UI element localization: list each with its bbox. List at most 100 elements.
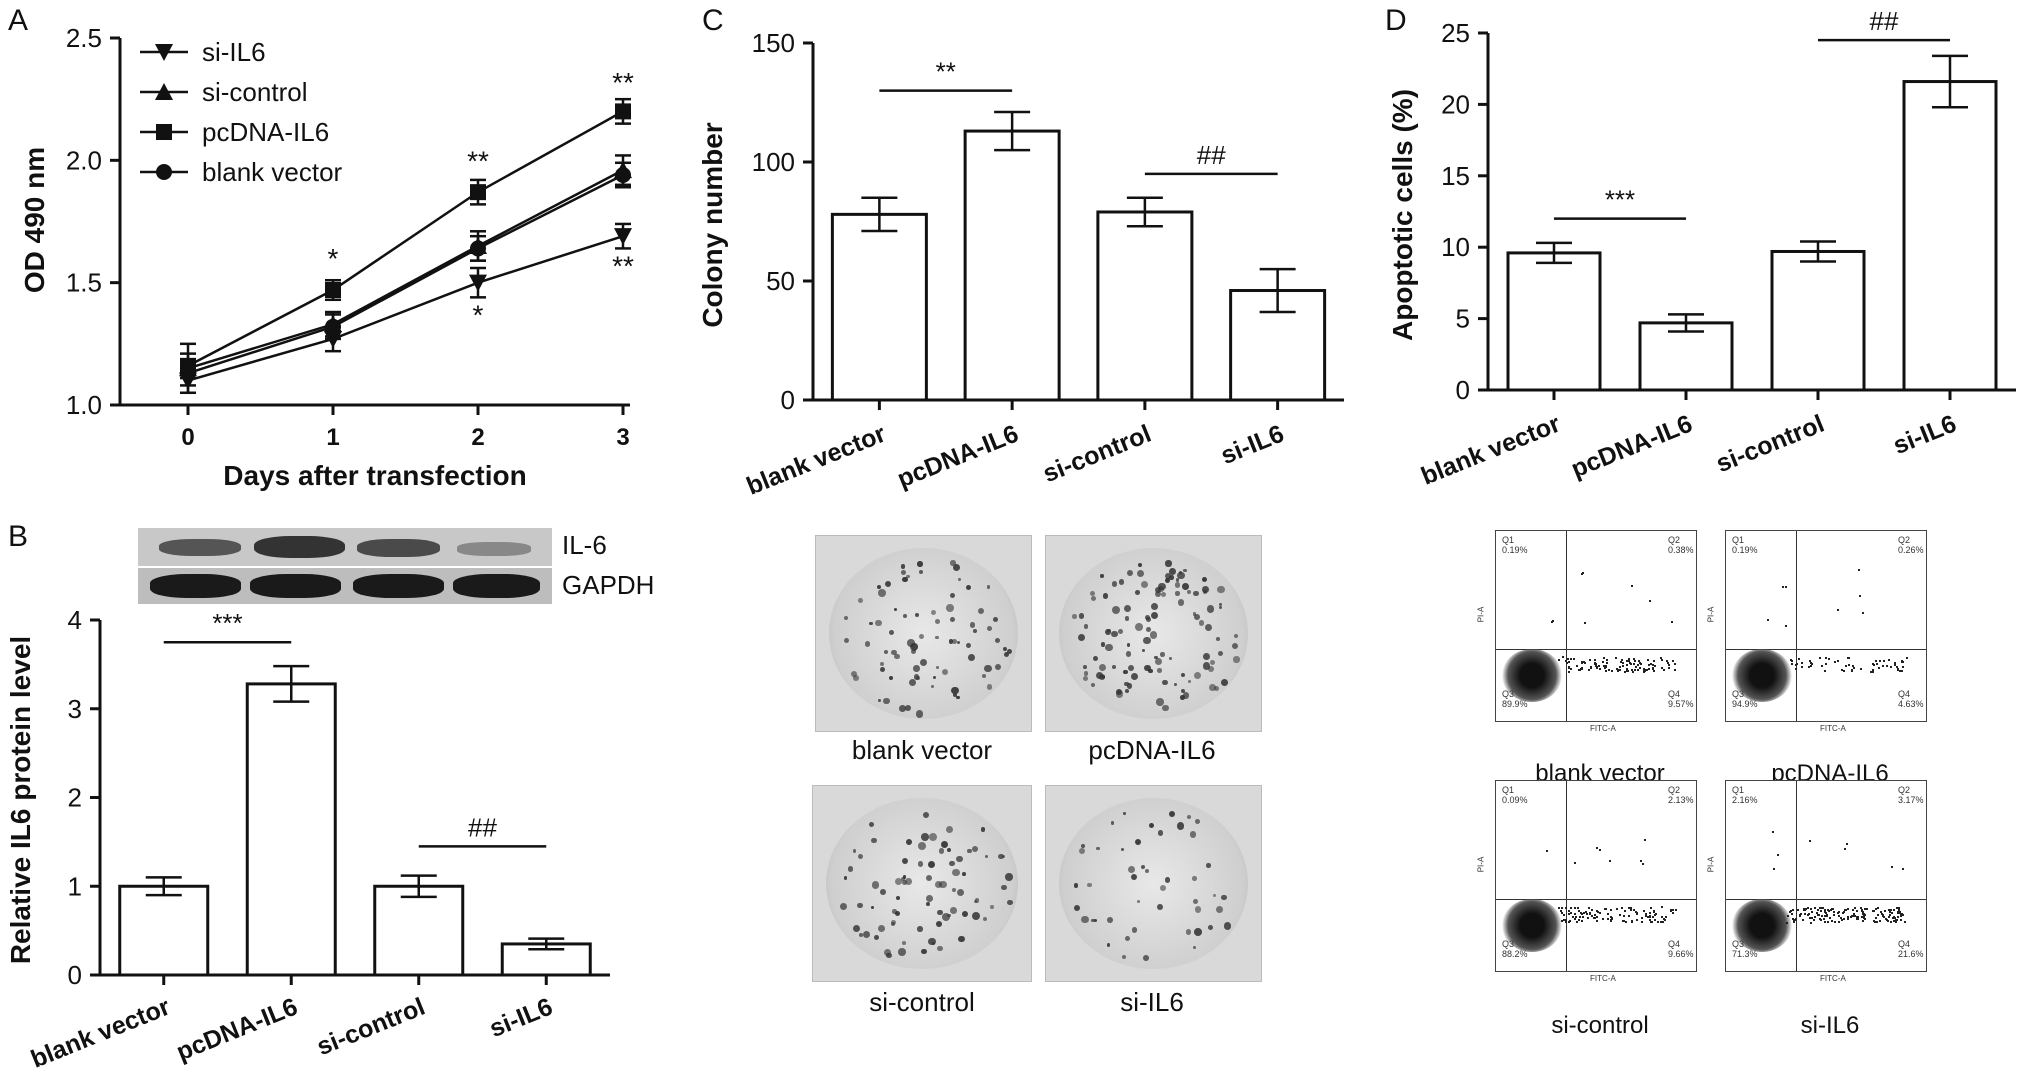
cell-event (1810, 662, 1813, 665)
colony-dot (920, 833, 929, 842)
colony-dot (1093, 918, 1098, 923)
cell-event (1860, 908, 1863, 911)
cell-event (1569, 658, 1572, 661)
cell-event (1615, 667, 1618, 670)
cell-event (1618, 914, 1621, 917)
cell-event (1560, 910, 1562, 913)
cell-event (1832, 910, 1835, 913)
cell-event (1898, 911, 1901, 914)
series-line (187, 169, 624, 370)
cell-event (1834, 661, 1837, 664)
colony-dot (871, 881, 880, 889)
colony-dot (1194, 672, 1202, 680)
cell-event (1654, 912, 1657, 915)
y-tick-label: 50 (766, 266, 795, 296)
cell-event (1665, 916, 1668, 919)
cell-event (1901, 665, 1904, 668)
cell-event (1821, 906, 1824, 909)
colony-dot (1100, 641, 1106, 647)
flow-y-axis-label: PI-A (1476, 606, 1486, 623)
colony-dot (934, 635, 939, 640)
cell-event (1889, 921, 1892, 924)
colony-dot (1192, 876, 1197, 881)
cell-event (1648, 663, 1651, 666)
cell-event (1843, 910, 1846, 913)
marker-circle (470, 240, 486, 257)
colony-dot (892, 909, 898, 914)
quadrant-label: Q4 21.6% (1898, 938, 1924, 959)
cell-event (1665, 660, 1668, 663)
cell-event (1652, 916, 1655, 919)
cell-event (1810, 921, 1813, 924)
cell-event (1887, 909, 1890, 912)
colony-dot (1165, 560, 1172, 567)
flow-x-axis-label: FITC-A (1590, 724, 1616, 733)
significance-label: ** (936, 57, 956, 87)
cell-event (1667, 666, 1670, 669)
colony-dot (946, 603, 954, 612)
colony-dot (1112, 664, 1116, 669)
colony-dot (843, 876, 848, 880)
colony-dot (986, 626, 992, 631)
cell-event (1816, 908, 1819, 911)
colony-dot (1080, 844, 1085, 849)
cell-event (1790, 913, 1793, 916)
colony-dot (973, 629, 977, 633)
colony-dot (901, 879, 908, 886)
colony-dot (995, 664, 1002, 671)
cell-event (1595, 666, 1598, 669)
cell-event (1844, 848, 1847, 851)
legend-label: si-IL6 (202, 37, 266, 67)
colony-dot (1193, 946, 1197, 950)
colony-dot (967, 848, 973, 854)
colony-dot (890, 922, 895, 926)
colony-dot (939, 880, 947, 889)
cell-event (1802, 908, 1805, 911)
marker-square (325, 282, 341, 299)
cell-event (1852, 914, 1855, 917)
cell-event (1885, 664, 1888, 667)
x-tick-label: blank vector (27, 993, 174, 1074)
cell-event (1817, 914, 1820, 917)
colony-dot (1218, 606, 1222, 610)
cell-event (1849, 915, 1852, 918)
flow-x-axis-label: FITC-A (1820, 724, 1846, 733)
y-tick-label: 2.5 (66, 23, 102, 53)
x-tick-label: 2 (471, 424, 484, 451)
cell-event (1610, 917, 1613, 920)
cell-event (1862, 915, 1865, 918)
cell-event (1840, 917, 1843, 920)
significance-label: *** (1605, 185, 1635, 215)
colony-dot (973, 900, 977, 904)
colony-dot (905, 878, 912, 886)
cell-event (1656, 921, 1659, 924)
western-blot-il6 (138, 528, 552, 566)
cell-event (1627, 915, 1630, 918)
cell-event (1582, 572, 1585, 575)
colony-dot (950, 593, 956, 599)
colony-dot (1183, 692, 1190, 699)
colony-dot (909, 678, 917, 687)
quadrant-label: Q1 0.09% (1502, 784, 1528, 805)
cell-event (1851, 665, 1854, 668)
cell-event (1823, 914, 1826, 917)
flow-x-axis-label: FITC-A (1590, 974, 1616, 983)
quadrant-label: Q1 2.16% (1732, 784, 1758, 805)
colony-dot (968, 653, 976, 661)
cell-event (1889, 910, 1892, 913)
x-tick-label: pcDNA-IL6 (173, 993, 302, 1067)
cell-event (1616, 669, 1619, 672)
cell-event (1793, 919, 1796, 922)
colony-dot (1124, 615, 1130, 621)
cell-event (1577, 919, 1580, 922)
colony-photo-si-il6 (1045, 785, 1262, 982)
cell-event (1546, 850, 1549, 853)
cell-event (1587, 669, 1590, 672)
colony-dot (1146, 617, 1151, 623)
marker-circle (325, 318, 341, 335)
colony-dot (885, 581, 892, 588)
y-tick-label: 150 (752, 28, 795, 58)
cell-event (1588, 659, 1591, 662)
cell-event (1860, 916, 1863, 919)
quadrant-label: Q1 0.19% (1502, 534, 1528, 555)
